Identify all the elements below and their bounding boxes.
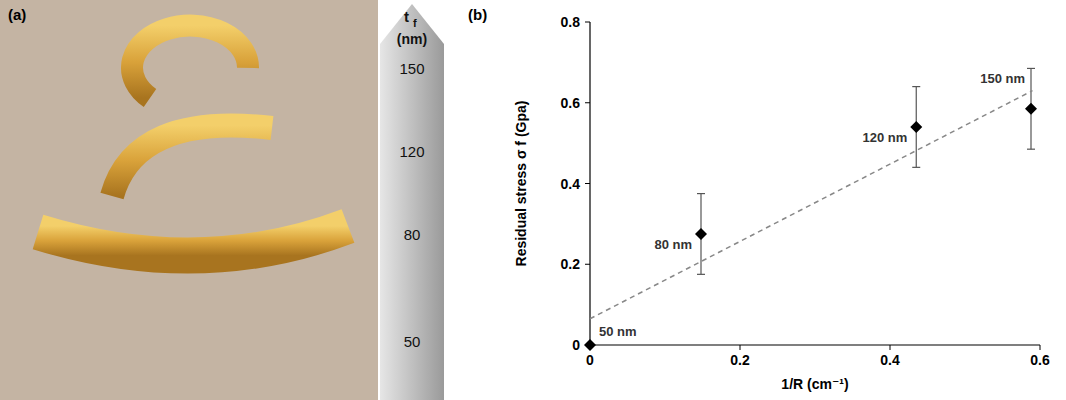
plot-marks <box>584 68 1037 351</box>
axis-subscript: f <box>413 17 417 29</box>
gold-strip <box>132 26 248 98</box>
x-tick <box>740 345 741 350</box>
x-tick <box>1040 345 1041 350</box>
point-label: 150 nm <box>980 71 1025 86</box>
panel-letter: (a) <box>8 6 26 23</box>
thickness-arrow <box>380 4 444 400</box>
data-point <box>910 121 922 133</box>
x-tick-label: 0.2 <box>730 352 750 368</box>
gold-strip <box>38 320 356 364</box>
data-point <box>584 339 596 351</box>
figure: (a) tf (nm) 150 120 80 50 (b) 0 0.2 0.4 0.6 0 0.2 0.4 0… <box>0 0 1066 400</box>
error-bar-cap <box>912 167 920 168</box>
x-tick-label: 0 <box>586 352 594 368</box>
error-bar-cap <box>912 86 920 87</box>
thickness-label: 150 <box>399 60 424 77</box>
y-tick-label: 0.2 <box>561 256 581 272</box>
photo-background <box>0 0 378 400</box>
y-tick-label: 0.4 <box>561 176 581 192</box>
thickness-label: 120 <box>399 143 424 160</box>
error-bar-cap <box>1027 149 1035 150</box>
x-axis-title: 1/R (cm⁻¹) <box>781 376 848 392</box>
panel-letter: (b) <box>468 6 487 23</box>
x-tick <box>890 345 891 350</box>
point-label: 120 nm <box>862 130 907 145</box>
point-label: 50 nm <box>599 324 637 339</box>
y-tick <box>585 264 590 265</box>
trend-line <box>590 91 1033 319</box>
thickness-label: 50 <box>404 333 421 350</box>
axis-unit: (nm) <box>397 31 427 47</box>
y-tick <box>585 102 590 103</box>
gold-strip <box>112 125 272 196</box>
point-label: 80 nm <box>654 237 692 252</box>
error-bar-cap <box>697 193 705 194</box>
gold-strip <box>38 226 348 256</box>
thickness-label: 80 <box>404 226 421 243</box>
data-point <box>695 228 707 240</box>
x-axis <box>590 344 1040 345</box>
x-tick-label: 0.4 <box>880 352 900 368</box>
y-tick-label: 0 <box>572 337 580 353</box>
error-bar-cap <box>697 274 705 275</box>
y-tick <box>585 183 590 184</box>
error-bar-cap <box>1027 68 1035 69</box>
y-axis-title: Residual stress σ f (Gpa) <box>513 101 529 267</box>
data-point <box>1025 103 1037 115</box>
x-tick-label: 0.6 <box>1030 352 1050 368</box>
y-tick-label: 0.8 <box>561 14 581 30</box>
y-tick <box>585 22 590 23</box>
axis-symbol: t <box>404 8 409 25</box>
y-tick-label: 0.6 <box>561 95 581 111</box>
